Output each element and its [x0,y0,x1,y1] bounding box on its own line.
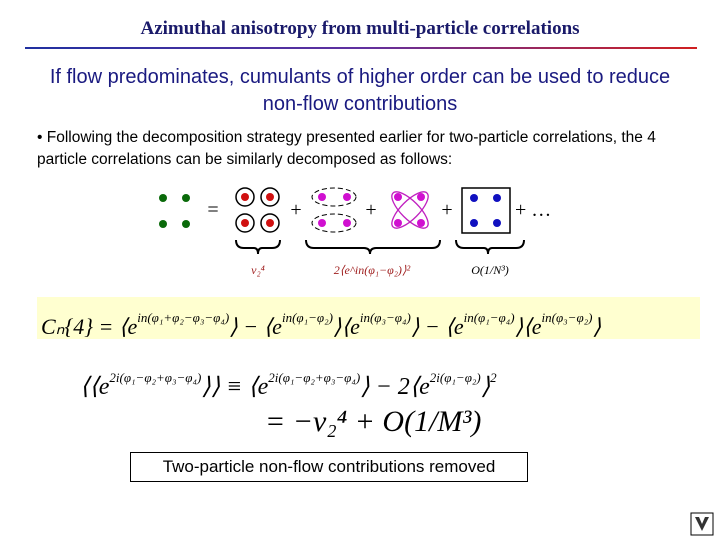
equation-text: ⟩ − 2⟨e [360,374,430,400]
equation-text: ⟩⟨e [514,314,542,339]
equation-exponent: in(φ₁−φ₂) [281,310,333,325]
operator: + [365,199,376,221]
equation-text: ⟩ [592,314,602,339]
logo [690,512,714,536]
equation-exponent: in(φ₁−φ₄) [463,310,515,325]
equation-text: ⟩⟩ ≡ ⟨e [201,374,269,400]
equation-exponent: in(φ₁+φ₂−φ₃−φ₄) [137,310,230,325]
equation-exponent: in(φ₃−φ₄) [359,310,411,325]
equation: Cₙ{4} = ⟨ein(φ₁+φ₂−φ₃−φ₄)⟩ − ⟨ein(φ₁−φ₂)… [37,297,700,339]
title-rule [25,47,697,49]
operator: + [290,199,301,221]
brace-label: 2⟨e^in(φ₁−φ₂)⟩² [334,263,411,277]
equation-exponent: 2 [490,370,497,385]
equation-text: ⟩⟨e [332,314,360,339]
equation-text: = −v₂⁴ + O(1/M³) [265,405,482,438]
equation-text: ⟩ − ⟨e [229,314,282,339]
operator: + [441,199,452,221]
operator: = [207,199,218,221]
equation-text: ⟩ − ⟨e [410,314,464,339]
equation-exponent: 2i(φ₁−φ₂+φ₃−φ₄) [268,370,361,385]
equation-exponent: in(φ₃−φ₂) [541,310,593,325]
brace-label: v₂⁴ [251,263,265,277]
headline: If flow predominates, cumulants of highe… [49,66,671,115]
equation-text: ⟩ [480,374,491,400]
equation-text: Cₙ{4} = ⟨e [41,314,138,339]
equation-exponent: 2i(φ₁−φ₂) [429,370,481,385]
operator: + … [515,199,551,221]
title: Azimuthal anisotropy from multi-particle… [140,18,580,39]
equation: = −v₂⁴ + O(1/M³) [265,402,481,442]
diagram: = + + + + … v₂⁴ 2⟨e^in(φ₁−φ₂)⟩² O(1/N³) [159,187,551,277]
brace-label: O(1/N³) [471,263,509,277]
equation-text: ⟨⟨e [80,374,110,400]
equation-exponent: 2i(φ₁−φ₂+φ₃−φ₄) [109,370,202,385]
bullet-text: • Following the decomposition strategy p… [37,129,656,168]
equation: ⟨⟨e2i(φ₁−φ₂+φ₃−φ₄)⟩⟩ ≡ ⟨e2i(φ₁−φ₂+φ₃−φ₄)… [80,358,497,407]
highlight-box: Two-particle non-flow contributions remo… [130,452,528,482]
